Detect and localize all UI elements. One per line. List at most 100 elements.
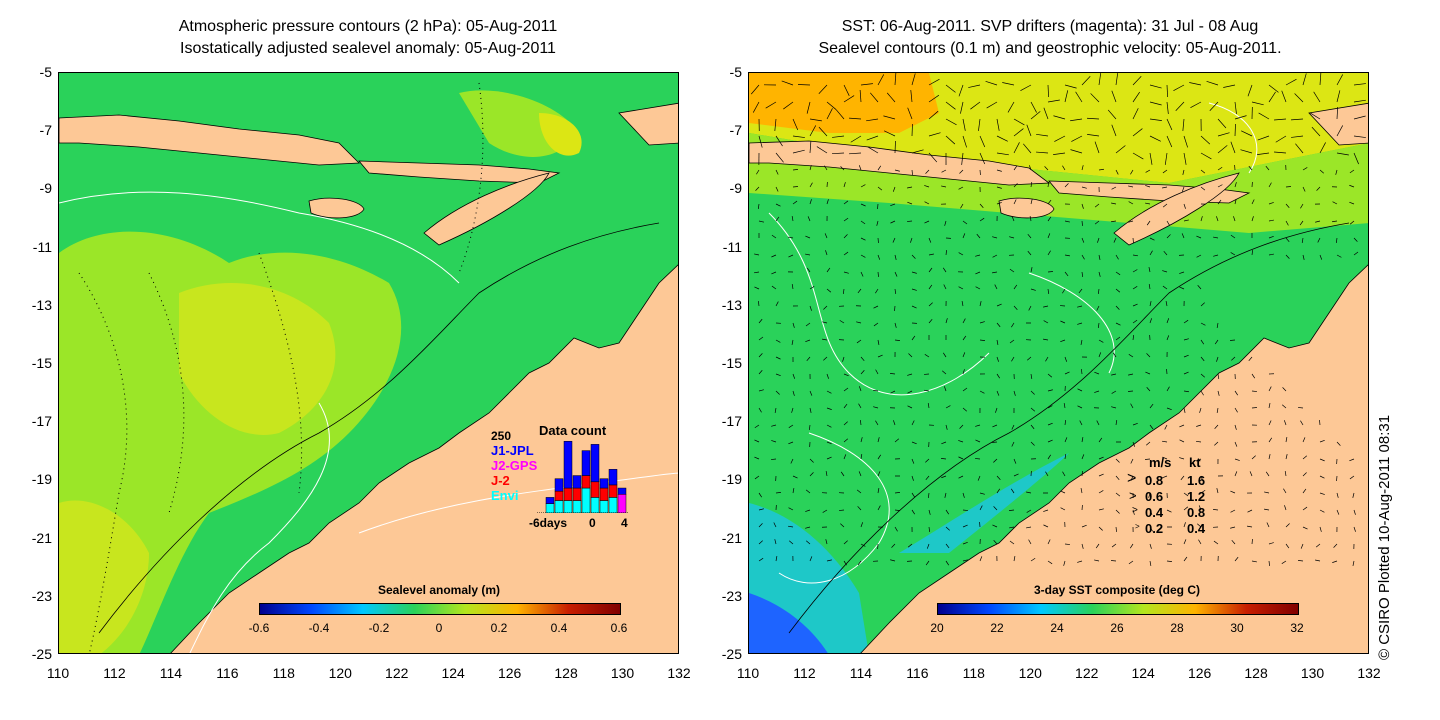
velocity-arrow (1149, 152, 1153, 165)
velocity-arrow (962, 352, 966, 358)
velocity-arrow (1115, 475, 1120, 481)
data-count-legend: J1-JPL J2-GPS J-2 Envi (491, 443, 537, 503)
velocity-arrow (979, 390, 985, 394)
velocity-arrow (1011, 322, 1015, 328)
data-count-bar-segment (554, 490, 564, 501)
velocity-arrow (792, 373, 796, 379)
velocity-arrow (1200, 339, 1205, 345)
velocity-arrow (970, 101, 981, 110)
velocity-arrow (962, 318, 966, 324)
velocity-arrow (758, 557, 764, 562)
velocity-arrow (860, 543, 866, 547)
velocity-arrow (877, 74, 885, 86)
velocity-arrow (1247, 509, 1253, 513)
velocity-arrow (1291, 118, 1304, 121)
velocity-arrow (842, 288, 845, 295)
velocity-arrow (1335, 237, 1338, 244)
velocity-arrow (1027, 250, 1032, 256)
velocity-arrow (1047, 405, 1053, 409)
colorbar-tick-label: -0.2 (368, 621, 390, 635)
velocity-arrow (1179, 424, 1185, 428)
velocity-arrow (758, 135, 763, 148)
velocity-arrow (894, 73, 897, 86)
velocity-arrow (1009, 540, 1015, 545)
velocity-arrow (1206, 80, 1219, 86)
velocity-arrow (1183, 338, 1189, 341)
velocity-arrow (843, 373, 849, 377)
velocity-arrow (873, 406, 879, 409)
data-count-bar-segment (563, 487, 573, 501)
velocity-arrow (1043, 524, 1049, 528)
velocity-arrow (1043, 338, 1049, 341)
velocity-arrow (1009, 339, 1015, 344)
velocity-arrow (843, 271, 849, 274)
velocity-arrow (1209, 101, 1219, 112)
velocity-arrow (1013, 142, 1020, 154)
velocity-arrow (1149, 509, 1153, 515)
velocity-arrow (824, 165, 828, 171)
lat-tick-label: -5 (729, 64, 742, 80)
velocity-arrow (1319, 169, 1325, 174)
velocity-arrow (962, 492, 965, 498)
velocity-arrow (925, 458, 930, 463)
velocity-arrow (1300, 420, 1304, 426)
velocity-arrow (1336, 254, 1342, 258)
velocity-arrow (1274, 118, 1287, 121)
velocity-arrow (775, 356, 781, 360)
velocity-arrow (1030, 441, 1035, 446)
velocity-arrow (1336, 74, 1344, 86)
velocity-arrow (1045, 471, 1049, 477)
velocity-arrow (911, 73, 916, 86)
velocity-arrow (1009, 526, 1015, 529)
velocity-arrow (894, 509, 901, 511)
land-sunda-chain (358, 160, 561, 184)
velocity-arrow (1315, 543, 1321, 548)
velocity-arrow (1353, 152, 1359, 165)
velocity-arrow (805, 253, 811, 256)
velocity-arrow (1094, 141, 1100, 154)
velocity-arrow (1251, 249, 1254, 256)
velocity-arrow (996, 303, 1002, 307)
velocity-arrow (1352, 560, 1355, 566)
velocity-arrow (961, 152, 964, 165)
velocity-arrow (986, 101, 998, 109)
velocity-arrow (1064, 254, 1070, 257)
velocity-arrow (1179, 457, 1185, 460)
velocity-arrow (945, 543, 950, 549)
velocity-arrow (1115, 526, 1117, 533)
velocity-arrow (809, 458, 814, 463)
velocity-arrow (860, 271, 864, 277)
sealevel-contour-3 (1028, 272, 1115, 374)
lon-tick-label: 128 (1244, 665, 1268, 681)
velocity-arrow (1166, 509, 1172, 513)
velocity-arrow (774, 539, 777, 545)
velocity-arrow (889, 373, 896, 375)
velocity-arrow (1111, 220, 1117, 223)
velocity-arrow (945, 135, 956, 145)
velocity-arrow (1217, 184, 1223, 188)
velocity-arrow (1149, 101, 1162, 106)
speed-legend-ms: 0.2 (1145, 521, 1164, 536)
velocity-arrow (1319, 526, 1322, 532)
velocity-arrow (792, 118, 799, 131)
velocity-arrow (754, 439, 760, 443)
velocity-arrow (1013, 199, 1017, 205)
velocity-arrow (754, 286, 760, 290)
velocity-arrow (1336, 492, 1339, 498)
velocity-arrow (1128, 201, 1134, 205)
velocity-arrow (826, 424, 832, 428)
velocity-arrow (893, 420, 896, 426)
velocity-arrow (1300, 203, 1304, 209)
data-count-bar-segment (608, 484, 618, 498)
velocity-arrow (875, 288, 879, 294)
velocity-arrow (856, 321, 862, 324)
velocity-arrow (1070, 149, 1083, 154)
velocity-arrow (1026, 526, 1032, 529)
data-count-bar-segment (590, 497, 600, 513)
velocity-arrow (979, 505, 983, 511)
velocity-arrow (1181, 186, 1185, 192)
velocity-arrow (907, 405, 913, 409)
depth-contour-1 (59, 191, 460, 284)
velocity-arrow (1098, 339, 1104, 343)
velocity-arrow (788, 540, 794, 545)
